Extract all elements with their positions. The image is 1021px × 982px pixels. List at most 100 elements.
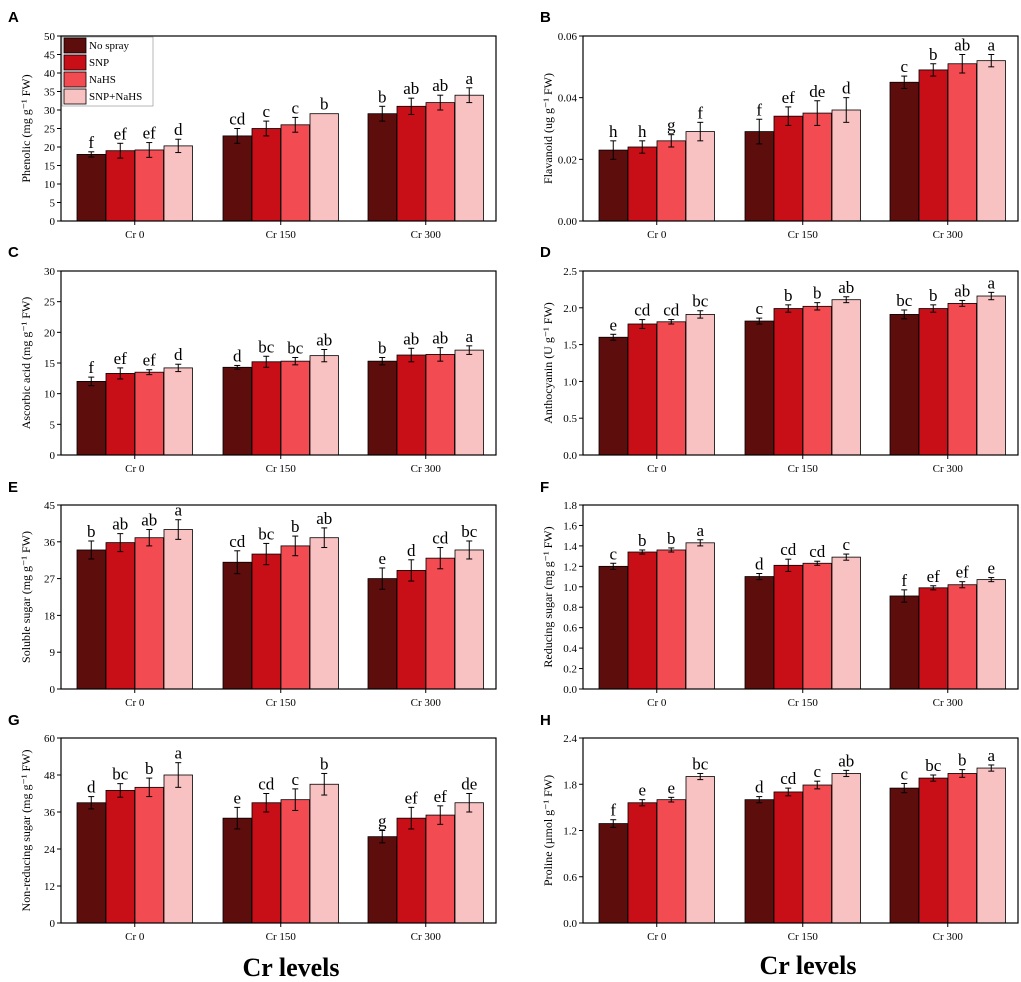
significance-label: bc (896, 291, 913, 310)
bar (773, 564, 803, 690)
significance-label: f (901, 571, 907, 590)
y-tick-label: 15 (44, 358, 56, 370)
significance-label: ab (838, 751, 854, 770)
bar (918, 587, 948, 690)
bar (598, 823, 628, 924)
bar (802, 562, 832, 690)
significance-label: f (697, 103, 703, 122)
bar (454, 802, 484, 924)
significance-label: a (987, 746, 995, 765)
y-tick-label: 27 (44, 574, 56, 586)
panel-letter: C (8, 244, 19, 261)
bar (425, 557, 455, 690)
x-tick-label: Cr 150 (788, 229, 819, 241)
bar (773, 115, 803, 222)
x-tick-label: Cr 150 (266, 931, 297, 943)
y-tick-label: 0.6 (563, 872, 577, 884)
significance-label: d (755, 554, 764, 573)
legend-swatch (63, 88, 87, 105)
y-tick-label: 0.02 (558, 154, 577, 166)
y-tick-label: 1.2 (563, 826, 577, 838)
significance-label: ab (403, 329, 419, 348)
bar (831, 556, 861, 690)
significance-label: c (291, 98, 299, 117)
y-tick-label: 9 (50, 647, 56, 659)
significance-label: de (461, 775, 477, 794)
bar (656, 140, 686, 222)
x-tick-label: Cr 150 (788, 697, 819, 709)
bar (889, 314, 919, 456)
bar (656, 799, 686, 924)
y-tick-label: 0.04 (558, 93, 578, 105)
y-tick-label: 2.5 (563, 266, 577, 278)
bar (222, 561, 252, 690)
bar (976, 767, 1006, 924)
significance-label: ef (405, 788, 419, 807)
bar (367, 360, 397, 456)
y-tick-label: 10 (44, 179, 56, 191)
significance-label: ab (403, 79, 419, 98)
y-tick-label: 5 (50, 419, 56, 431)
plot-frame (582, 504, 1019, 690)
bar (396, 105, 426, 222)
bar (976, 579, 1006, 690)
bar (744, 799, 774, 924)
x-tick-label: Cr 300 (933, 931, 964, 943)
y-axis-title: Soluble sugar (mg g⁻¹ FW) (19, 531, 33, 663)
bar (396, 570, 426, 690)
significance-label: ab (838, 278, 854, 297)
x-tick-label: Cr 150 (266, 697, 297, 709)
bar (627, 802, 657, 924)
x-tick-label: Cr 0 (125, 463, 145, 475)
bar (222, 817, 252, 924)
panel-b: Bh f c h ef b g de ab f d a 0.00 0.02 0.04 0.06 Cr 0 Cr 1… (540, 9, 1019, 241)
y-tick-label: 45 (44, 50, 56, 62)
x-tick-label: Cr 0 (647, 229, 667, 241)
y-tick-label: 0 (50, 918, 56, 930)
significance-label: c (900, 764, 908, 783)
legend-swatch (63, 54, 87, 71)
significance-label: e (233, 788, 241, 807)
x-tick-label: Cr 0 (125, 931, 145, 943)
bar (831, 109, 861, 222)
significance-label: ef (114, 124, 128, 143)
significance-label: g (667, 116, 676, 135)
bar (163, 145, 193, 222)
y-tick-label: 36 (44, 537, 56, 549)
significance-label: ef (114, 349, 128, 368)
significance-label: a (174, 501, 182, 520)
bar (105, 542, 135, 690)
bar (396, 817, 426, 924)
significance-label: c (291, 770, 299, 789)
significance-label: cd (780, 540, 797, 559)
bar (134, 786, 164, 924)
significance-label: bc (258, 524, 275, 543)
significance-label: b (320, 95, 329, 114)
legend-swatch (63, 71, 87, 88)
bar (947, 302, 977, 456)
y-tick-label: 10 (44, 389, 56, 401)
significance-label: c (900, 57, 908, 76)
significance-label: a (987, 36, 995, 55)
y-tick-label: 0.2 (563, 664, 577, 676)
significance-label: f (88, 358, 94, 377)
bar (454, 94, 484, 222)
panel-letter: D (540, 244, 551, 261)
y-tick-label: 2.0 (563, 303, 577, 315)
bar (309, 537, 339, 690)
significance-label: ab (432, 329, 448, 348)
bar (598, 149, 628, 222)
significance-label: ab (432, 76, 448, 95)
x-tick-label: Cr 300 (933, 697, 964, 709)
significance-label: ef (782, 88, 796, 107)
y-tick-label: 15 (44, 161, 56, 173)
significance-label: cd (634, 301, 651, 320)
y-tick-label: 0 (50, 216, 56, 228)
significance-label: bc (287, 338, 304, 357)
bar (802, 784, 832, 924)
significance-label: ab (316, 331, 332, 350)
significance-label: h (638, 122, 647, 141)
bar (802, 305, 832, 456)
